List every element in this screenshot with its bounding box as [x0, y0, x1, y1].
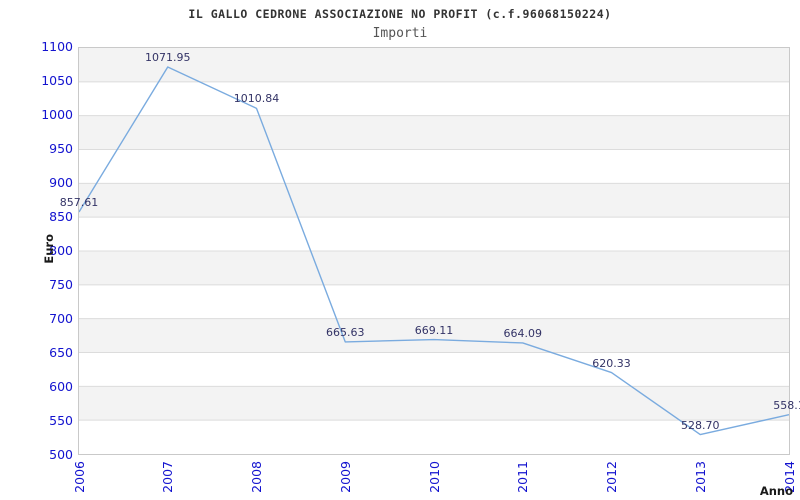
plot-area: [78, 47, 790, 455]
data-point-label: 558.1: [773, 398, 800, 412]
plot-band: [79, 318, 789, 353]
plot-band: [79, 183, 789, 218]
chart-subtitle: Importi: [372, 26, 428, 41]
line-series: [79, 66, 789, 436]
data-point-label: 665.63: [326, 325, 365, 339]
y-tick-label: 800: [49, 243, 73, 258]
data-point-label: 664.09: [503, 326, 543, 340]
x-axis-title: Anno: [759, 484, 793, 498]
line-chart-canvas: [79, 48, 789, 454]
data-point-label: 1010.84: [233, 92, 280, 106]
x-tick-label: 2010: [426, 461, 442, 493]
x-tick-label: 2007: [160, 461, 176, 493]
x-tick-label: 2013: [692, 461, 708, 493]
data-point-label: 669.11: [414, 323, 454, 337]
plot-band: [79, 81, 789, 116]
plot-band: [79, 115, 789, 150]
data-point-label: 857.61: [59, 196, 99, 210]
plot-band: [79, 251, 789, 285]
y-tick-label: 600: [49, 379, 73, 394]
y-tick-label: 700: [49, 311, 73, 326]
plot-band: [79, 284, 789, 319]
y-tick-label: 750: [49, 277, 73, 292]
plot-band: [79, 149, 789, 184]
plot-band: [79, 352, 789, 387]
y-tick-label: 1050: [41, 73, 73, 88]
y-tick-label: 550: [49, 413, 73, 428]
plot-band: [79, 217, 789, 251]
x-tick-label: 2006: [71, 461, 87, 493]
y-axis-title: Euro: [42, 234, 56, 264]
x-tick-label: 2008: [249, 461, 264, 493]
y-tick-label: 650: [49, 345, 73, 360]
chart-title: IL GALLO CEDRONE ASSOCIAZIONE NO PROFIT …: [188, 7, 612, 21]
data-point-label: 620.33: [592, 356, 631, 370]
x-tick-label: 2012: [604, 461, 619, 493]
y-tick-label: 850: [49, 209, 73, 224]
y-tick-label: 1100: [41, 39, 73, 54]
data-point-label: 1071.95: [145, 50, 191, 64]
data-point-label: 528.70: [681, 418, 720, 432]
plot-band: [79, 386, 789, 421]
y-tick-label: 1000: [41, 107, 73, 122]
plot-band: [79, 48, 789, 82]
y-tick-label: 950: [49, 141, 73, 156]
plot-band: [79, 420, 789, 454]
y-tick-label: 900: [49, 175, 73, 190]
x-tick-label: 2011: [515, 461, 531, 493]
x-tick-label: 2009: [337, 461, 353, 493]
y-tick-label: 500: [49, 447, 73, 462]
